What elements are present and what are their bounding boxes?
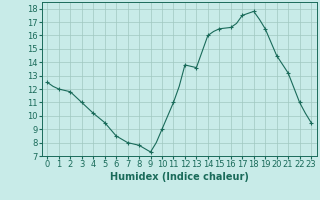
X-axis label: Humidex (Indice chaleur): Humidex (Indice chaleur) <box>110 172 249 182</box>
